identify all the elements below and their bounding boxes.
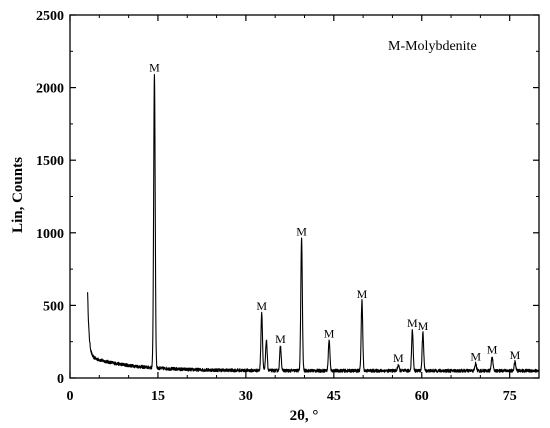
spectrum-line	[87, 74, 540, 373]
y-tick-label: 0	[57, 372, 64, 387]
peak-label-m: M	[418, 319, 429, 333]
peak-label-m: M	[256, 299, 267, 313]
legend-label: M-Molybdenite	[388, 39, 477, 54]
peak-label-m: M	[357, 287, 368, 301]
plot-border	[69, 14, 540, 379]
y-tick-label: 2000	[36, 82, 64, 97]
peak-label-m: M	[393, 351, 404, 365]
x-tick-label: 60	[415, 389, 429, 404]
x-tick-label: 75	[503, 389, 517, 404]
x-tick-label: 15	[151, 389, 165, 404]
y-tick-label: 1500	[36, 154, 64, 169]
x-tick-label: 30	[239, 389, 253, 404]
x-tick-label: 45	[327, 389, 341, 404]
peak-label-m: M	[487, 342, 498, 356]
y-tick-label: 1000	[36, 227, 64, 242]
x-axis-label: 2θ, °	[290, 408, 319, 424]
peak-label-m: M	[510, 348, 521, 362]
spectrum	[87, 74, 540, 373]
peak-label-m: M	[407, 316, 418, 330]
peak-label-m: M	[324, 326, 335, 340]
plot-frame	[69, 14, 540, 379]
axis-ticks	[69, 14, 539, 379]
y-tick-label: 2500	[36, 9, 64, 24]
peak-label-m: M	[275, 332, 286, 346]
x-tick-label: 0	[67, 389, 74, 404]
y-tick-label: 500	[43, 299, 64, 314]
tick-labels: 0 15 30 45 60 75 0 500 1000 1500 2000 2500	[36, 9, 517, 404]
peak-label-m: M	[149, 61, 160, 75]
peak-label-m: M	[296, 225, 307, 239]
y-axis-label: Lin, Counts	[10, 157, 26, 233]
peak-label-m: M	[470, 350, 481, 364]
